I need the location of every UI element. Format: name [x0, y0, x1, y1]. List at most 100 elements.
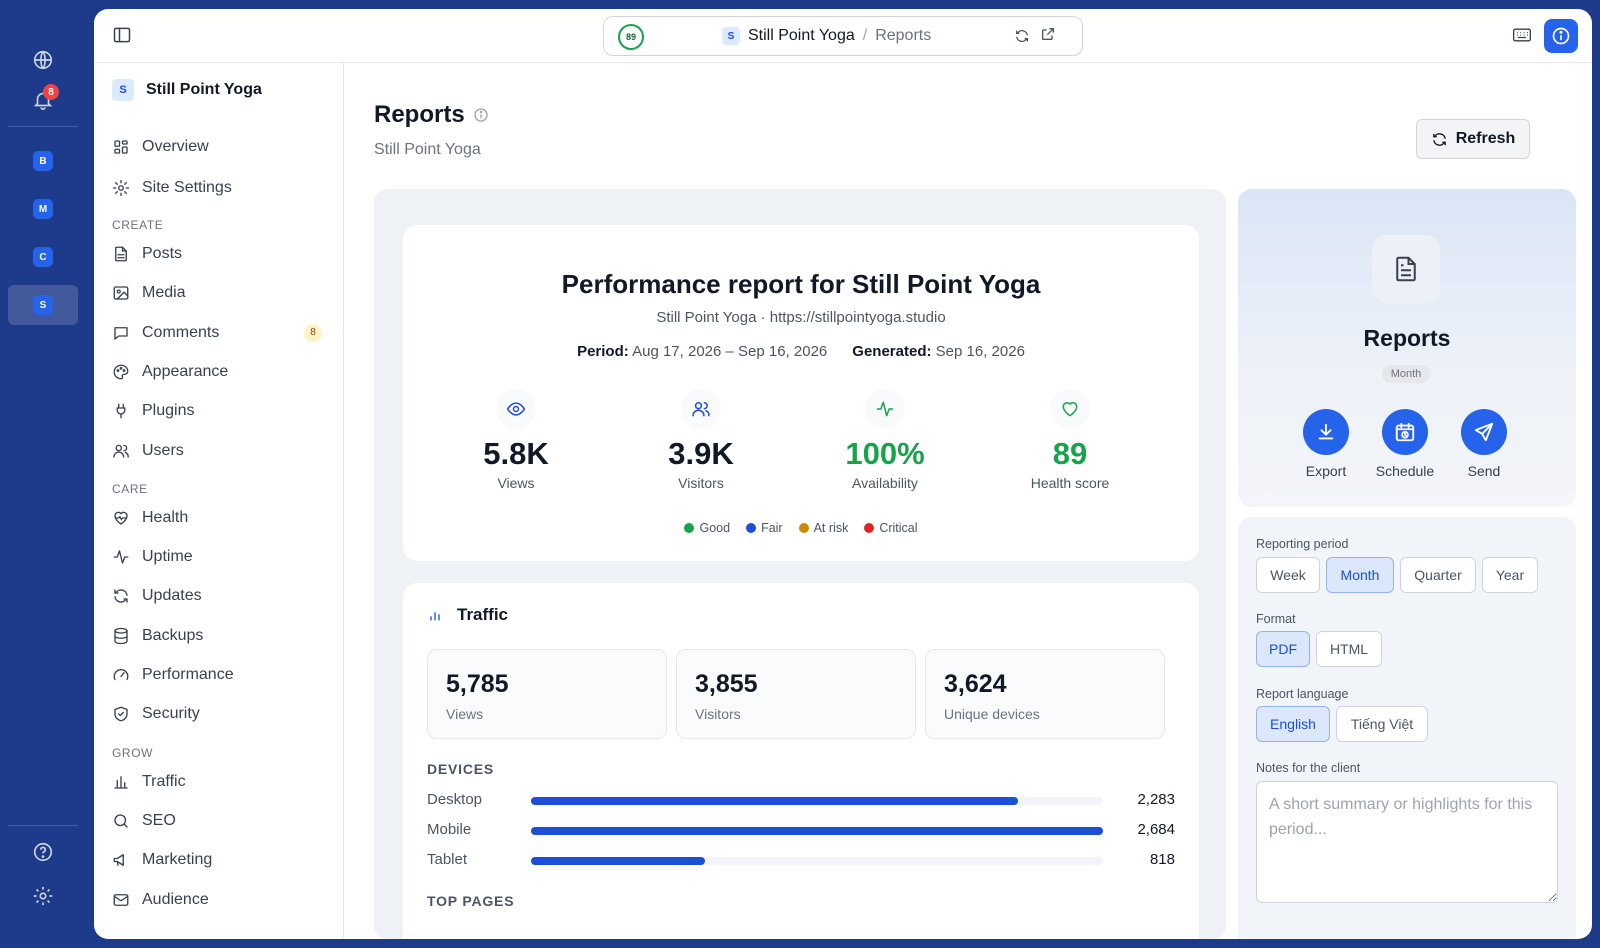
main-content: Reports Still Point Yoga Refresh Perform…	[344, 63, 1592, 939]
bar-chart-icon	[114, 775, 128, 789]
send-icon	[1474, 422, 1494, 442]
external-link-icon	[1042, 28, 1054, 40]
calendar-clock-icon	[1395, 422, 1415, 442]
report-preview: Performance report for Still Point Yoga …	[374, 189, 1226, 939]
send-button[interactable]: Send	[1444, 409, 1524, 479]
sidebar-item-overview[interactable]: Overview	[112, 131, 326, 163]
notification-count-badge: 8	[43, 84, 59, 100]
top-pages-title: TOP PAGES	[427, 893, 515, 909]
panel-title: Reports	[1363, 325, 1451, 351]
legend-label: Fair	[761, 521, 783, 535]
info-button[interactable]	[1544, 19, 1578, 53]
sidebar-item-health[interactable]: Health	[112, 502, 326, 534]
rail-site-s[interactable]: S	[8, 285, 78, 325]
language-option-tiếng-việt[interactable]: Tiếng Việt	[1336, 706, 1428, 742]
period-option-week[interactable]: Week	[1256, 557, 1320, 593]
notes-label: Notes for the client	[1256, 761, 1361, 775]
sidebar-item-media[interactable]: Media	[112, 277, 326, 309]
breadcrumb-page: Reports	[875, 27, 932, 44]
sidebar-site-header[interactable]: S Still Point Yoga	[112, 79, 262, 101]
sidebar-item-appearance[interactable]: Appearance	[112, 356, 326, 388]
metric-icon	[496, 389, 536, 429]
sidebar-item-performance[interactable]: Performance	[112, 659, 326, 691]
comment-count-badge: 8	[304, 323, 322, 342]
sidebar-item-uptime[interactable]: Uptime	[112, 541, 326, 573]
site-name: Still Point Yoga	[748, 27, 855, 44]
format-option-html[interactable]: HTML	[1316, 631, 1382, 667]
generated-value: Sep 16, 2026	[935, 343, 1025, 360]
sidebar-item-label: Backups	[142, 626, 204, 644]
report-site-line: Still Point Yoga · https://stillpointyog…	[656, 309, 946, 326]
sidebar-item-label: Audience	[142, 890, 209, 908]
sidebar-item-comments[interactable]: Comments 8	[112, 317, 326, 349]
sidebar-item-posts[interactable]: Posts	[112, 238, 326, 270]
users-icon	[113, 444, 129, 458]
sidebar-item-updates[interactable]: Updates	[112, 580, 326, 612]
keyboard-shortcuts-button[interactable]	[1512, 25, 1532, 50]
sidebar-item-audience[interactable]: Audience	[112, 884, 326, 916]
traffic-card: Traffic 5,785 Views 3,855 Visitors 3,624 Uniq…	[403, 583, 1199, 939]
period-option-year[interactable]: Year	[1482, 557, 1538, 593]
sidebar-item-backups[interactable]: Backups	[112, 620, 326, 652]
period-option-month[interactable]: Month	[1326, 557, 1394, 593]
device-label: Desktop	[427, 791, 483, 808]
metric-label: Availability	[852, 475, 918, 491]
format-option-pdf[interactable]: PDF	[1256, 631, 1310, 667]
sidebar-item-seo[interactable]: SEO	[112, 805, 326, 837]
activity-icon	[113, 550, 129, 564]
export-button[interactable]: Export	[1286, 409, 1366, 479]
device-bar	[531, 797, 1018, 805]
language-option-english[interactable]: English	[1256, 706, 1330, 742]
sidebar-item-site-settings[interactable]: Site Settings	[112, 172, 326, 204]
gauge-icon	[113, 669, 129, 681]
info-circle-icon[interactable]	[473, 107, 489, 123]
site-avatar: S	[112, 79, 134, 101]
top-bar: 89 S Still Point Yoga / Reports	[94, 9, 1592, 63]
eye-icon	[506, 402, 526, 416]
period-option-quarter[interactable]: Quarter	[1400, 557, 1476, 593]
device-row-mobile: Mobile 2,684	[427, 821, 1175, 841]
schedule-button[interactable]: Schedule	[1365, 409, 1445, 479]
period-label: Period:	[577, 343, 629, 360]
help-button[interactable]	[25, 834, 61, 870]
rail-site-m[interactable]: M	[8, 189, 78, 229]
metric-icon	[681, 389, 721, 429]
reload-button[interactable]	[1014, 28, 1030, 49]
status-legend: Good Fair At risk Critical	[403, 521, 1199, 535]
report-period-line: Period: Aug 17, 2026 – Sep 16, 2026 Gene…	[403, 343, 1199, 360]
traffic-header: Traffic	[427, 605, 508, 625]
address-bar[interactable]: 89 S Still Point Yoga / Reports	[603, 16, 1083, 56]
site-avatar: S	[33, 295, 53, 315]
globe-button[interactable]	[25, 42, 61, 78]
stat-value: 3,855	[695, 670, 758, 698]
sidebar-item-users[interactable]: Users	[112, 435, 326, 467]
toggle-sidebar-button[interactable]	[112, 25, 132, 50]
sidebar-item-label: Comments	[142, 323, 220, 341]
device-value: 818	[1149, 851, 1175, 868]
open-external-button[interactable]	[1040, 26, 1056, 47]
sidebar-item-traffic[interactable]: Traffic	[112, 766, 326, 798]
metric-value: 100%	[845, 436, 925, 471]
site-avatar: S	[722, 27, 740, 45]
report-settings-form: Reporting period Week Month Quarter Year Fo…	[1238, 517, 1576, 939]
sidebar-item-marketing[interactable]: Marketing	[112, 844, 326, 876]
sidebar-item-label: Health	[142, 508, 189, 526]
sidebar-item-plugins[interactable]: Plugins	[112, 395, 326, 427]
settings-button[interactable]	[25, 878, 61, 914]
document-icon	[1396, 256, 1416, 282]
action-label: Schedule	[1375, 463, 1435, 479]
client-notes-textarea[interactable]	[1256, 781, 1558, 903]
notifications-button[interactable]: 8	[25, 82, 61, 118]
rail-site-c[interactable]: C	[8, 237, 78, 277]
stat-label: Views	[446, 706, 484, 722]
metric-value: 89	[1052, 436, 1088, 471]
legend-item: Critical	[864, 521, 918, 535]
sidebar-item-security[interactable]: Security	[112, 698, 326, 730]
report-icon-tile	[1372, 235, 1440, 303]
rail-site-b[interactable]: B	[8, 141, 78, 181]
database-icon	[114, 627, 128, 644]
device-bar-track	[531, 857, 1103, 865]
device-label: Mobile	[427, 821, 472, 838]
gear-icon	[112, 179, 130, 197]
refresh-button[interactable]: Refresh	[1416, 119, 1530, 159]
